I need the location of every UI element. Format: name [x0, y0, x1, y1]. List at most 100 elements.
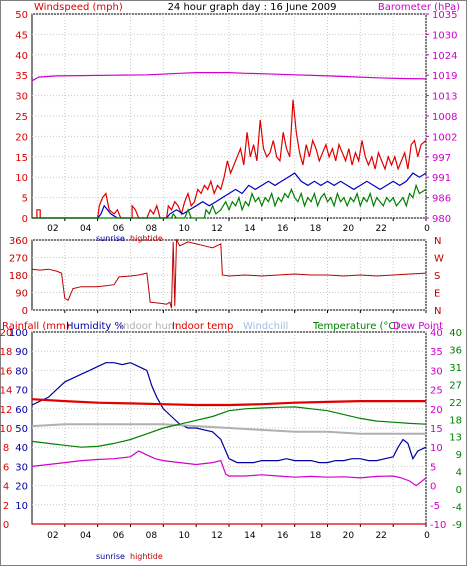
x-tick-label: 02 [47, 531, 58, 541]
temp-alt-tick-label: 40 [449, 328, 462, 339]
legend-temperature: Temperature (°C) [312, 321, 399, 332]
rain-y-tick-label: 14 [0, 386, 12, 397]
x-tick-label: 16 [277, 531, 289, 541]
legend-indoor-temp: Indoor temp [172, 321, 233, 332]
x-tick-label: 16 [277, 224, 289, 234]
series-line-wind_low [32, 183, 427, 219]
legend-rainfall: Rainfall (mm) [2, 321, 70, 332]
legend-windchill: Windchill [243, 321, 288, 332]
x-tick-label: 20 [343, 531, 355, 541]
rain-y-tick-label: 18 [0, 347, 12, 358]
series-line-temperature [31, 406, 427, 448]
temp-alt-tick-label: -9 [452, 520, 462, 531]
x-tick-label: 12 [211, 531, 222, 541]
hum-y-tick-label: 10 [15, 501, 28, 512]
wind-y-tick-label: 50 [15, 10, 28, 21]
wind-y-tick-label: 5 [22, 194, 28, 205]
wind-y-tick-label: 15 [15, 153, 28, 164]
temp-c-tick-label: 35 [430, 347, 443, 358]
x-tick-label: 10 [178, 531, 190, 541]
x-tick-label-end: 0 [424, 224, 430, 234]
temp-c-tick-label: 15 [430, 424, 443, 435]
temp-alt-tick-label: 18 [449, 415, 462, 426]
series-line-indoor_temp [31, 398, 426, 407]
hightide-marker-temp: hightide [130, 552, 163, 561]
x-tick-label: 02 [47, 224, 58, 234]
temp-c-tick-label: 0 [430, 482, 436, 493]
temp-c-tick-label: -10 [430, 520, 446, 531]
hum-y-tick-label: 70 [15, 386, 28, 397]
rain-y-tick-label: 0 [3, 520, 9, 531]
temp-alt-tick-label: 0 [456, 485, 462, 496]
hum-y-tick-label: 80 [15, 366, 28, 377]
baro-y-tick-label: 1035 [432, 10, 457, 21]
baro-y-tick-label: 1030 [432, 30, 457, 41]
series-line-dew_point [31, 450, 427, 487]
hum-y-tick-label: 100 [9, 328, 28, 339]
hum-y-tick-label: 40 [15, 443, 28, 454]
barometer-title: Barometer (hPa) [378, 2, 460, 13]
rain-y-tick-label: 2 [3, 501, 9, 512]
dir-y-tick-label: 0 [22, 306, 28, 317]
x-tick-label: 12 [211, 224, 222, 234]
hum-y-tick-label: 90 [15, 347, 28, 358]
hum-y-tick-label: 30 [15, 462, 28, 473]
legend-dew-point: Dew Point [393, 321, 443, 332]
rain-y-tick-label: 16 [0, 366, 12, 377]
series-line-barometer [31, 71, 427, 82]
x-tick-label: 14 [244, 224, 256, 234]
dir-y-tick-label: 90 [15, 289, 28, 300]
x-tick-label-end: 0 [424, 531, 430, 541]
baro-y-tick-label: 1002 [432, 132, 457, 143]
sunrise-marker-temp: sunrise [96, 552, 125, 561]
windspeed-title: Windspeed (mph) [34, 2, 123, 13]
temp-c-tick-label: 25 [430, 386, 443, 397]
legend-indoor-hum: Indoor hum [120, 321, 178, 332]
baro-y-tick-label: 986 [432, 194, 451, 205]
temp-c-tick-label: 40 [430, 328, 443, 339]
rain-y-tick-label: 10 [0, 424, 12, 435]
dir-compass-label: N [434, 306, 441, 317]
x-tick-label: 08 [146, 531, 158, 541]
temp-c-tick-label: 20 [430, 405, 443, 416]
hum-y-tick-label: 50 [15, 424, 28, 435]
baro-y-tick-label: 991 [432, 173, 451, 184]
temp-alt-tick-label: 9 [456, 450, 462, 461]
hum-y-tick-label: 60 [15, 405, 28, 416]
wind-y-tick-label: 10 [15, 173, 28, 184]
rain-y-tick-label: 6 [3, 462, 9, 473]
series-line-wind_avg [32, 172, 427, 219]
x-tick-label: 10 [178, 224, 190, 234]
wind-y-tick-label: 40 [15, 51, 28, 62]
temp-c-tick-label: 30 [430, 366, 443, 377]
dir-y-tick-label: 360 [9, 236, 28, 247]
temp-c-tick-label: 10 [430, 443, 443, 454]
baro-y-tick-label: 997 [432, 153, 451, 164]
x-tick-label: 08 [146, 224, 158, 234]
graph-title: 24 hour graph day : 16 June 2009 [168, 2, 337, 13]
x-tick-label: 22 [375, 531, 386, 541]
temp-alt-tick-label: -4 [452, 503, 462, 514]
x-tick-label: 22 [375, 224, 386, 234]
wind-y-tick-label: 25 [15, 112, 28, 123]
dir-compass-label: W [434, 254, 444, 265]
rain-y-tick-label: 20 [0, 328, 12, 339]
baro-y-tick-label: 1024 [432, 51, 457, 62]
baro-y-tick-label: 1019 [432, 71, 457, 82]
temp-alt-tick-label: 31 [449, 363, 462, 374]
temp-alt-tick-label: 13 [449, 433, 462, 444]
dir-y-tick-label: 180 [9, 271, 28, 282]
baro-y-tick-label: 980 [432, 214, 451, 225]
x-tick-label: 18 [310, 531, 322, 541]
series-line-indoor_hum [31, 423, 426, 435]
series-layer [31, 71, 427, 525]
sunrise-marker-wind: sunrise [96, 234, 125, 243]
wind-y-tick-label: 45 [15, 30, 28, 41]
wind-y-tick-label: 35 [15, 71, 28, 82]
labels-layer: 02 04 06 08 10 12 14 16 18 20 22 002 04 06 08 10 12 14 16 1… [0, 10, 462, 541]
x-tick-label: 06 [113, 224, 125, 234]
wind-y-tick-label: 0 [22, 214, 28, 225]
